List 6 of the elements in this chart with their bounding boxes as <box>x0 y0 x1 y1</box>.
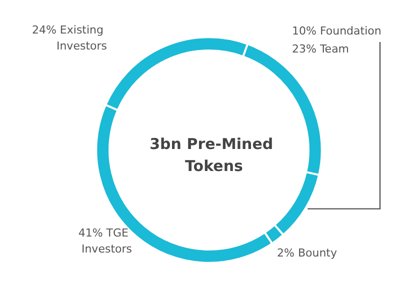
slice-label: 41% TGE Investors <box>78 226 132 256</box>
slice-label: 23% Team <box>292 42 350 56</box>
slice-label: 24% Existing Investors <box>32 24 108 52</box>
text: 3bn Pre-Mined Tokens <box>150 135 278 175</box>
slice-label: 10% Foundation <box>292 24 382 38</box>
slice-label: 2% Bounty <box>277 246 338 260</box>
